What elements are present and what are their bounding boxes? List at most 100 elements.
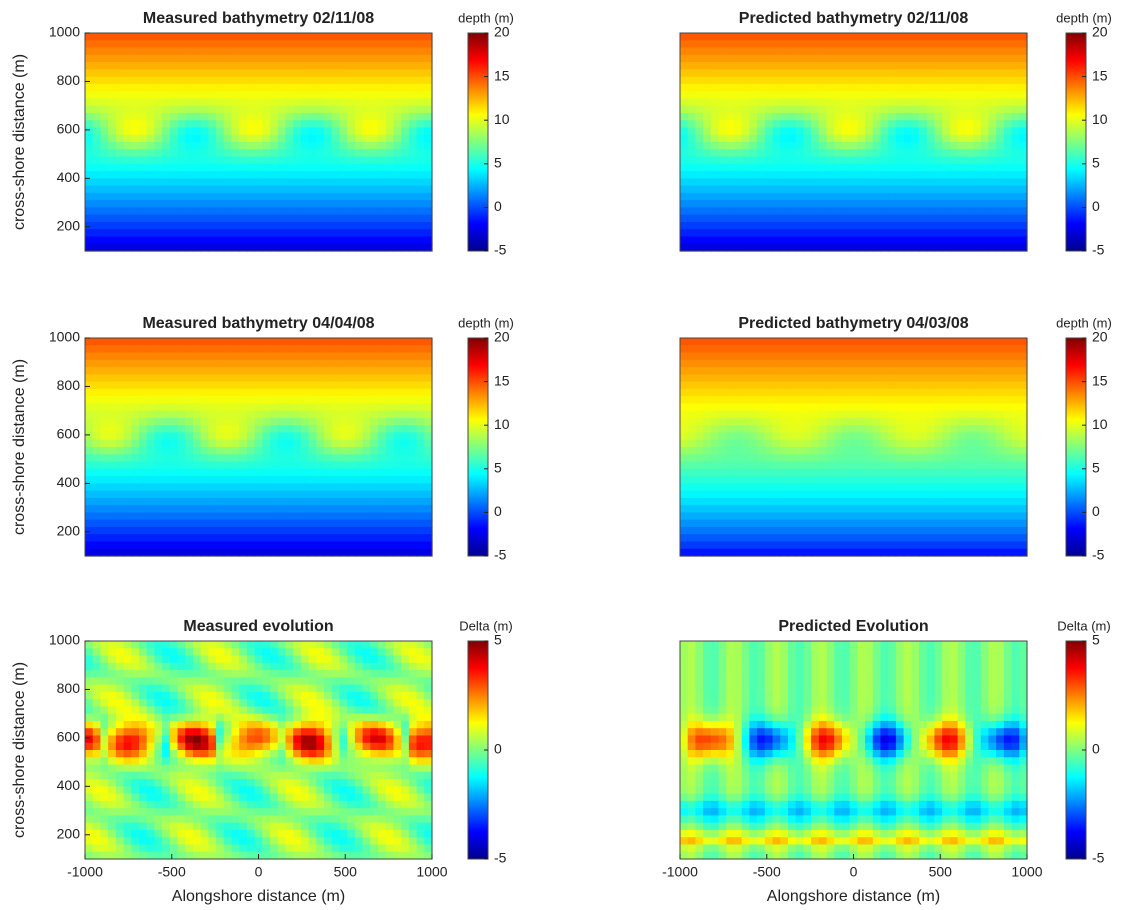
field-cell: [131, 461, 140, 470]
field-cell: [1003, 33, 1013, 41]
field-cell: [339, 490, 348, 499]
field-cell: [408, 185, 418, 194]
field-cell: [934, 142, 943, 150]
field-cell: [1003, 40, 1013, 49]
field-cell: [223, 432, 233, 441]
field-cell: [680, 69, 689, 78]
field-cell: [331, 149, 341, 158]
field-cell: [857, 171, 866, 179]
colorbar-tick-label: 0: [494, 503, 502, 519]
field-cell: [795, 367, 804, 375]
field-cell: [803, 149, 812, 158]
field-cell: [154, 403, 163, 412]
field-cell: [177, 76, 186, 85]
field-cell: [308, 476, 317, 484]
field-cell: [354, 171, 364, 179]
field-cell: [138, 345, 148, 354]
field-cell: [108, 359, 117, 368]
field-cell: [973, 200, 982, 208]
field-cell: [92, 98, 102, 107]
field-cell: [703, 396, 712, 404]
field-cell: [787, 359, 797, 368]
field-cell: [841, 519, 851, 528]
field-cell: [733, 541, 743, 550]
field-cell: [192, 91, 202, 99]
field-cell: [223, 381, 233, 390]
field-cell: [293, 352, 302, 361]
field-cell: [988, 105, 997, 114]
field-cell: [293, 505, 302, 513]
field-cell: [795, 243, 804, 252]
field-cell: [1003, 178, 1013, 187]
field-cell: [347, 134, 356, 143]
field-cell: [85, 156, 94, 165]
field-cell: [378, 526, 387, 535]
field-cell: [872, 33, 882, 41]
field-cell: [749, 142, 758, 150]
field-cell: [347, 396, 356, 404]
field-cell: [703, 149, 712, 158]
field-cell: [803, 352, 812, 361]
field-cell: [231, 439, 240, 448]
field-cell: [324, 403, 333, 412]
field-cell: [903, 338, 912, 346]
field-cell: [680, 417, 689, 426]
field-cell: [795, 432, 804, 441]
field-cell: [177, 171, 186, 179]
field-cell: [324, 243, 333, 252]
field-cell: [733, 62, 743, 70]
field-cell: [680, 33, 689, 41]
field-cell: [254, 476, 263, 484]
field-cell: [239, 192, 248, 201]
field-cell: [880, 91, 889, 99]
field-cell: [733, 127, 743, 136]
field-cell: [100, 178, 109, 187]
field-cell: [146, 200, 155, 208]
field-cell: [262, 541, 271, 550]
field-cell: [1011, 192, 1020, 201]
field-cell: [988, 134, 997, 143]
field-cell: [703, 483, 712, 492]
field-cell: [385, 83, 395, 92]
field-cell: [300, 243, 310, 252]
field-cell: [401, 171, 410, 179]
field-cell: [834, 519, 843, 528]
field-cell: [324, 548, 333, 557]
field-cell: [331, 127, 341, 136]
field-cell: [277, 483, 287, 492]
field-cell: [393, 163, 402, 172]
field-cell: [308, 243, 317, 252]
field-cell: [92, 236, 102, 245]
field-cell: [919, 91, 928, 99]
field-cell: [316, 519, 325, 528]
field-cell: [246, 54, 256, 63]
field-cell: [331, 134, 341, 143]
field-cell: [965, 243, 974, 252]
field-cell: [324, 483, 333, 492]
field-cell: [726, 40, 735, 49]
field-cell: [223, 447, 233, 455]
field-cell: [177, 112, 186, 121]
field-cell: [146, 526, 155, 535]
field-cell: [919, 178, 928, 187]
field-cell: [262, 432, 271, 441]
field-cell: [385, 432, 395, 441]
field-cell: [123, 156, 132, 165]
field-cell: [339, 454, 348, 463]
field-cell: [239, 432, 248, 441]
field-cell: [872, 200, 882, 208]
field-cell: [100, 534, 109, 543]
field-cell: [385, 178, 395, 187]
field-cell: [347, 410, 356, 419]
field-cell: [308, 120, 317, 129]
field-cell: [849, 221, 858, 230]
field-cell: [231, 447, 240, 455]
field-cell: [680, 367, 689, 375]
field-cell: [857, 447, 866, 455]
field-cell: [718, 417, 727, 426]
field-cell: [857, 178, 866, 187]
field-cell: [718, 432, 727, 441]
field-cell: [223, 91, 233, 99]
field-cell: [324, 454, 333, 463]
field-cell: [803, 134, 812, 143]
